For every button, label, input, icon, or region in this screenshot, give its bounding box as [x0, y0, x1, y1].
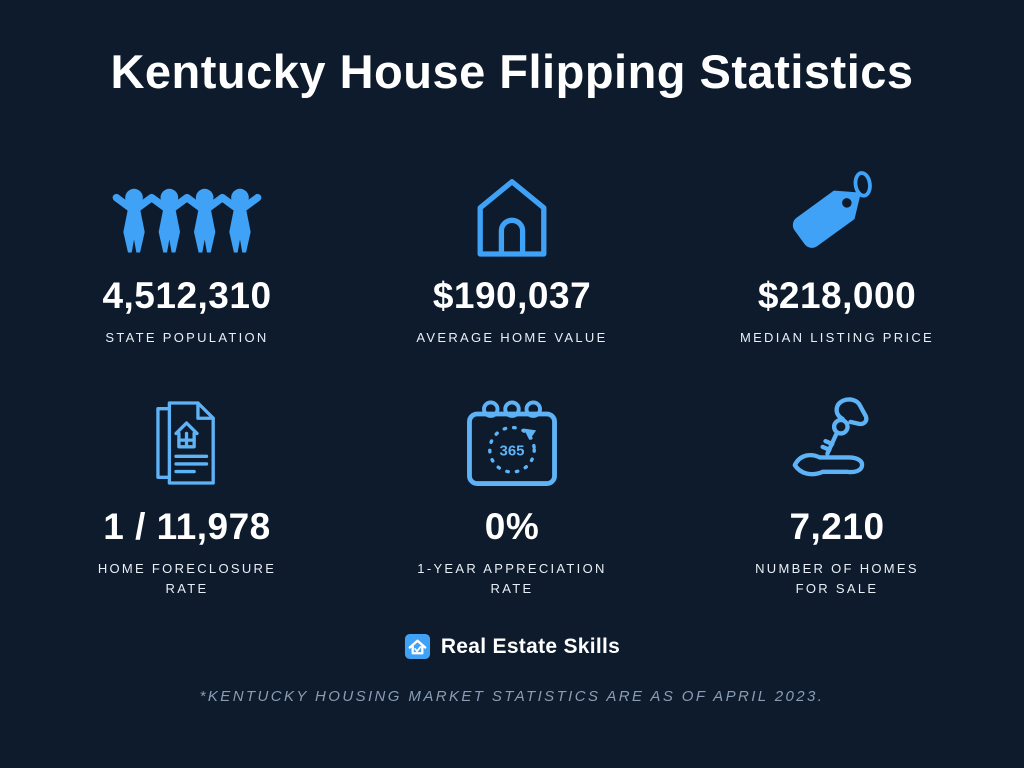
stat-card-population: 4,512,310 STATE POPULATION: [27, 155, 347, 348]
hand-key-icon: [779, 386, 895, 492]
stat-value: 4,512,310: [102, 275, 272, 316]
stat-value: 1 / 11,978: [103, 506, 271, 548]
calendar-badge: 365: [500, 443, 525, 460]
stat-card-listing-price: $218,000 MEDIAN LISTING PRICE: [677, 155, 997, 348]
stats-grid: 4,512,310 STATE POPULATION $190,037 AVER…: [0, 155, 1024, 599]
stat-value: 7,210: [789, 506, 885, 548]
stat-label: NUMBER OF HOMES FOR SALE: [755, 561, 919, 597]
people-icon: [108, 155, 266, 261]
stat-card-home-value: $190,037 AVERAGE HOME VALUE: [347, 155, 677, 348]
foreclosure-documents-icon: [137, 386, 237, 492]
stat-card-foreclosure: 1 / 11,978 HOME FORECLOSURE RATE: [27, 386, 347, 599]
house-icon: [459, 155, 565, 261]
page-title: Kentucky House Flipping Statistics: [110, 45, 914, 98]
price-tag-icon: [778, 155, 896, 261]
stat-card-homes-for-sale: 7,210 NUMBER OF HOMES FOR SALE: [677, 386, 997, 599]
brand-logo-icon: [404, 633, 431, 660]
stat-card-appreciation: 365 0% 1-YEAR APPRECIATION RATE: [347, 386, 677, 599]
brand-footer: Real Estate Skills: [0, 633, 1024, 660]
stat-value: 0%: [484, 506, 540, 548]
stat-label: MEDIAN LISTING PRICE: [739, 330, 935, 345]
stat-label: STATE POPULATION: [105, 330, 269, 345]
stat-label: AVERAGE HOME VALUE: [416, 330, 608, 345]
stat-label: 1-YEAR APPRECIATION RATE: [417, 561, 607, 597]
calendar-365-icon: 365: [454, 386, 570, 492]
stat-label: HOME FORECLOSURE RATE: [97, 561, 277, 597]
stat-value: $218,000: [757, 275, 917, 316]
stat-value: $190,037: [432, 275, 592, 316]
brand-name: Real Estate Skills: [440, 634, 621, 658]
disclaimer-text: *KENTUCKY HOUSING MARKET STATISTICS ARE …: [199, 688, 825, 706]
